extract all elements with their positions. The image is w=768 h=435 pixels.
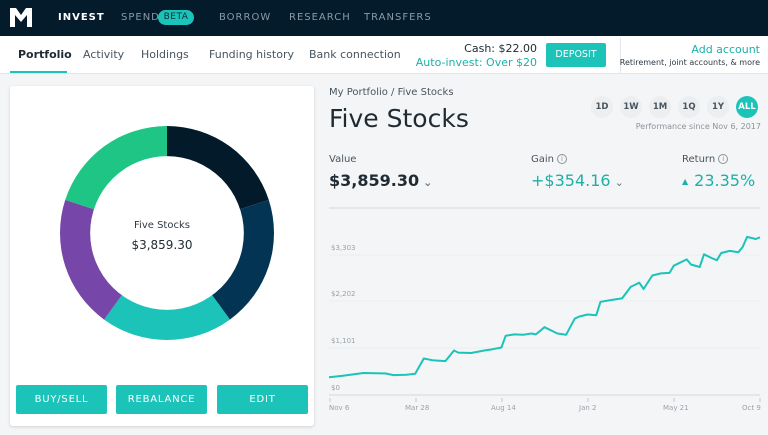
tab-bank-connection[interactable]: Bank connection [309,48,401,61]
divider [620,38,621,74]
info-icon[interactable]: i [718,154,729,164]
chevron-down-icon: ⌄ [423,176,433,189]
range-1d[interactable]: 1D [591,96,613,118]
tab-funding-history[interactable]: Funding history [209,48,294,61]
beta-badge: BETA [158,10,194,25]
info-icon[interactable]: i [557,154,567,164]
page-title: Five Stocks [329,104,469,133]
value-label: Value [329,154,357,165]
active-tab-indicator [10,71,67,73]
return-amount: ▲ 23.35% [682,171,755,190]
range-1m[interactable]: 1M [649,96,671,118]
sub-navigation: Portfolio Activity Holdings Funding hist… [0,36,768,74]
nav-spend[interactable]: SPEND [121,12,160,23]
rebalance-button[interactable]: REBALANCE [116,385,207,414]
x-tick-label: Oct 9 [742,404,761,412]
range-all[interactable]: ALL [736,96,758,118]
nav-transfers[interactable]: TRANSFERS [364,12,432,23]
performance-chart[interactable]: $3,303 $2,202 $1,101 $0 Nov 6 Mar 28 Aug… [329,205,768,420]
buy-sell-button[interactable]: BUY/SELL [16,385,107,414]
x-tick-label: Jan 2 [579,404,597,412]
gain-label: Gain i [531,154,567,165]
x-tick-label: Aug 14 [491,404,516,412]
gain-label-text: Gain [531,154,554,165]
add-account-link[interactable]: Add account [691,43,760,56]
y-tick-label: $0 [331,384,340,392]
tab-activity[interactable]: Activity [83,48,125,61]
return-text: 23.35% [694,171,756,190]
pie-value: $3,859.30 [131,238,193,252]
range-1y[interactable]: 1Y [707,96,729,118]
portfolio-detail: My Portfolio / Five Stocks Five Stocks 1… [329,80,768,435]
return-label: Return i [682,154,729,165]
gain-text: +$354.16 [531,171,611,190]
top-navigation: INVEST SPEND BETA BORROW RESEARCH TRANSF… [0,0,768,36]
value-amount[interactable]: $3,859.30 ⌄ [329,171,432,190]
portfolio-donut-chart[interactable] [60,122,274,344]
return-label-text: Return [682,154,716,165]
up-arrow-icon: ▲ [682,177,689,186]
cash-balance: Cash: $22.00 [464,42,537,55]
value-text: $3,859.30 [329,171,420,190]
range-1w[interactable]: 1W [620,96,642,118]
nav-research[interactable]: RESEARCH [289,12,351,23]
gain-amount[interactable]: +$354.16 ⌄ [531,171,624,190]
edit-button[interactable]: EDIT [217,385,308,414]
performance-since: Performance since Nov 6, 2017 [635,122,761,131]
chevron-down-icon: ⌄ [614,176,624,189]
nav-invest[interactable]: INVEST [58,12,105,23]
chart-canvas [329,207,761,402]
x-tick-label: Mar 28 [405,404,430,412]
m1-logo-icon[interactable] [10,8,32,27]
tab-portfolio[interactable]: Portfolio [18,48,72,61]
y-tick-label: $3,303 [331,244,356,252]
nav-borrow[interactable]: BORROW [219,12,272,23]
y-tick-label: $1,101 [331,337,356,345]
deposit-button[interactable]: DEPOSIT [546,43,606,67]
y-tick-label: $2,202 [331,290,356,298]
tab-holdings[interactable]: Holdings [141,48,189,61]
range-1q[interactable]: 1Q [678,96,700,118]
x-tick-label: May 21 [663,404,689,412]
portfolio-pie-card: Five Stocks $3,859.30 BUY/SELL REBALANCE… [10,86,314,426]
add-account-description: Retirement, joint accounts, & more [619,58,760,67]
breadcrumb[interactable]: My Portfolio / Five Stocks [329,87,454,98]
auto-invest-link[interactable]: Auto-invest: Over $20 [415,56,537,69]
pie-title: Five Stocks [134,220,190,231]
x-tick-label: Nov 6 [329,404,350,412]
